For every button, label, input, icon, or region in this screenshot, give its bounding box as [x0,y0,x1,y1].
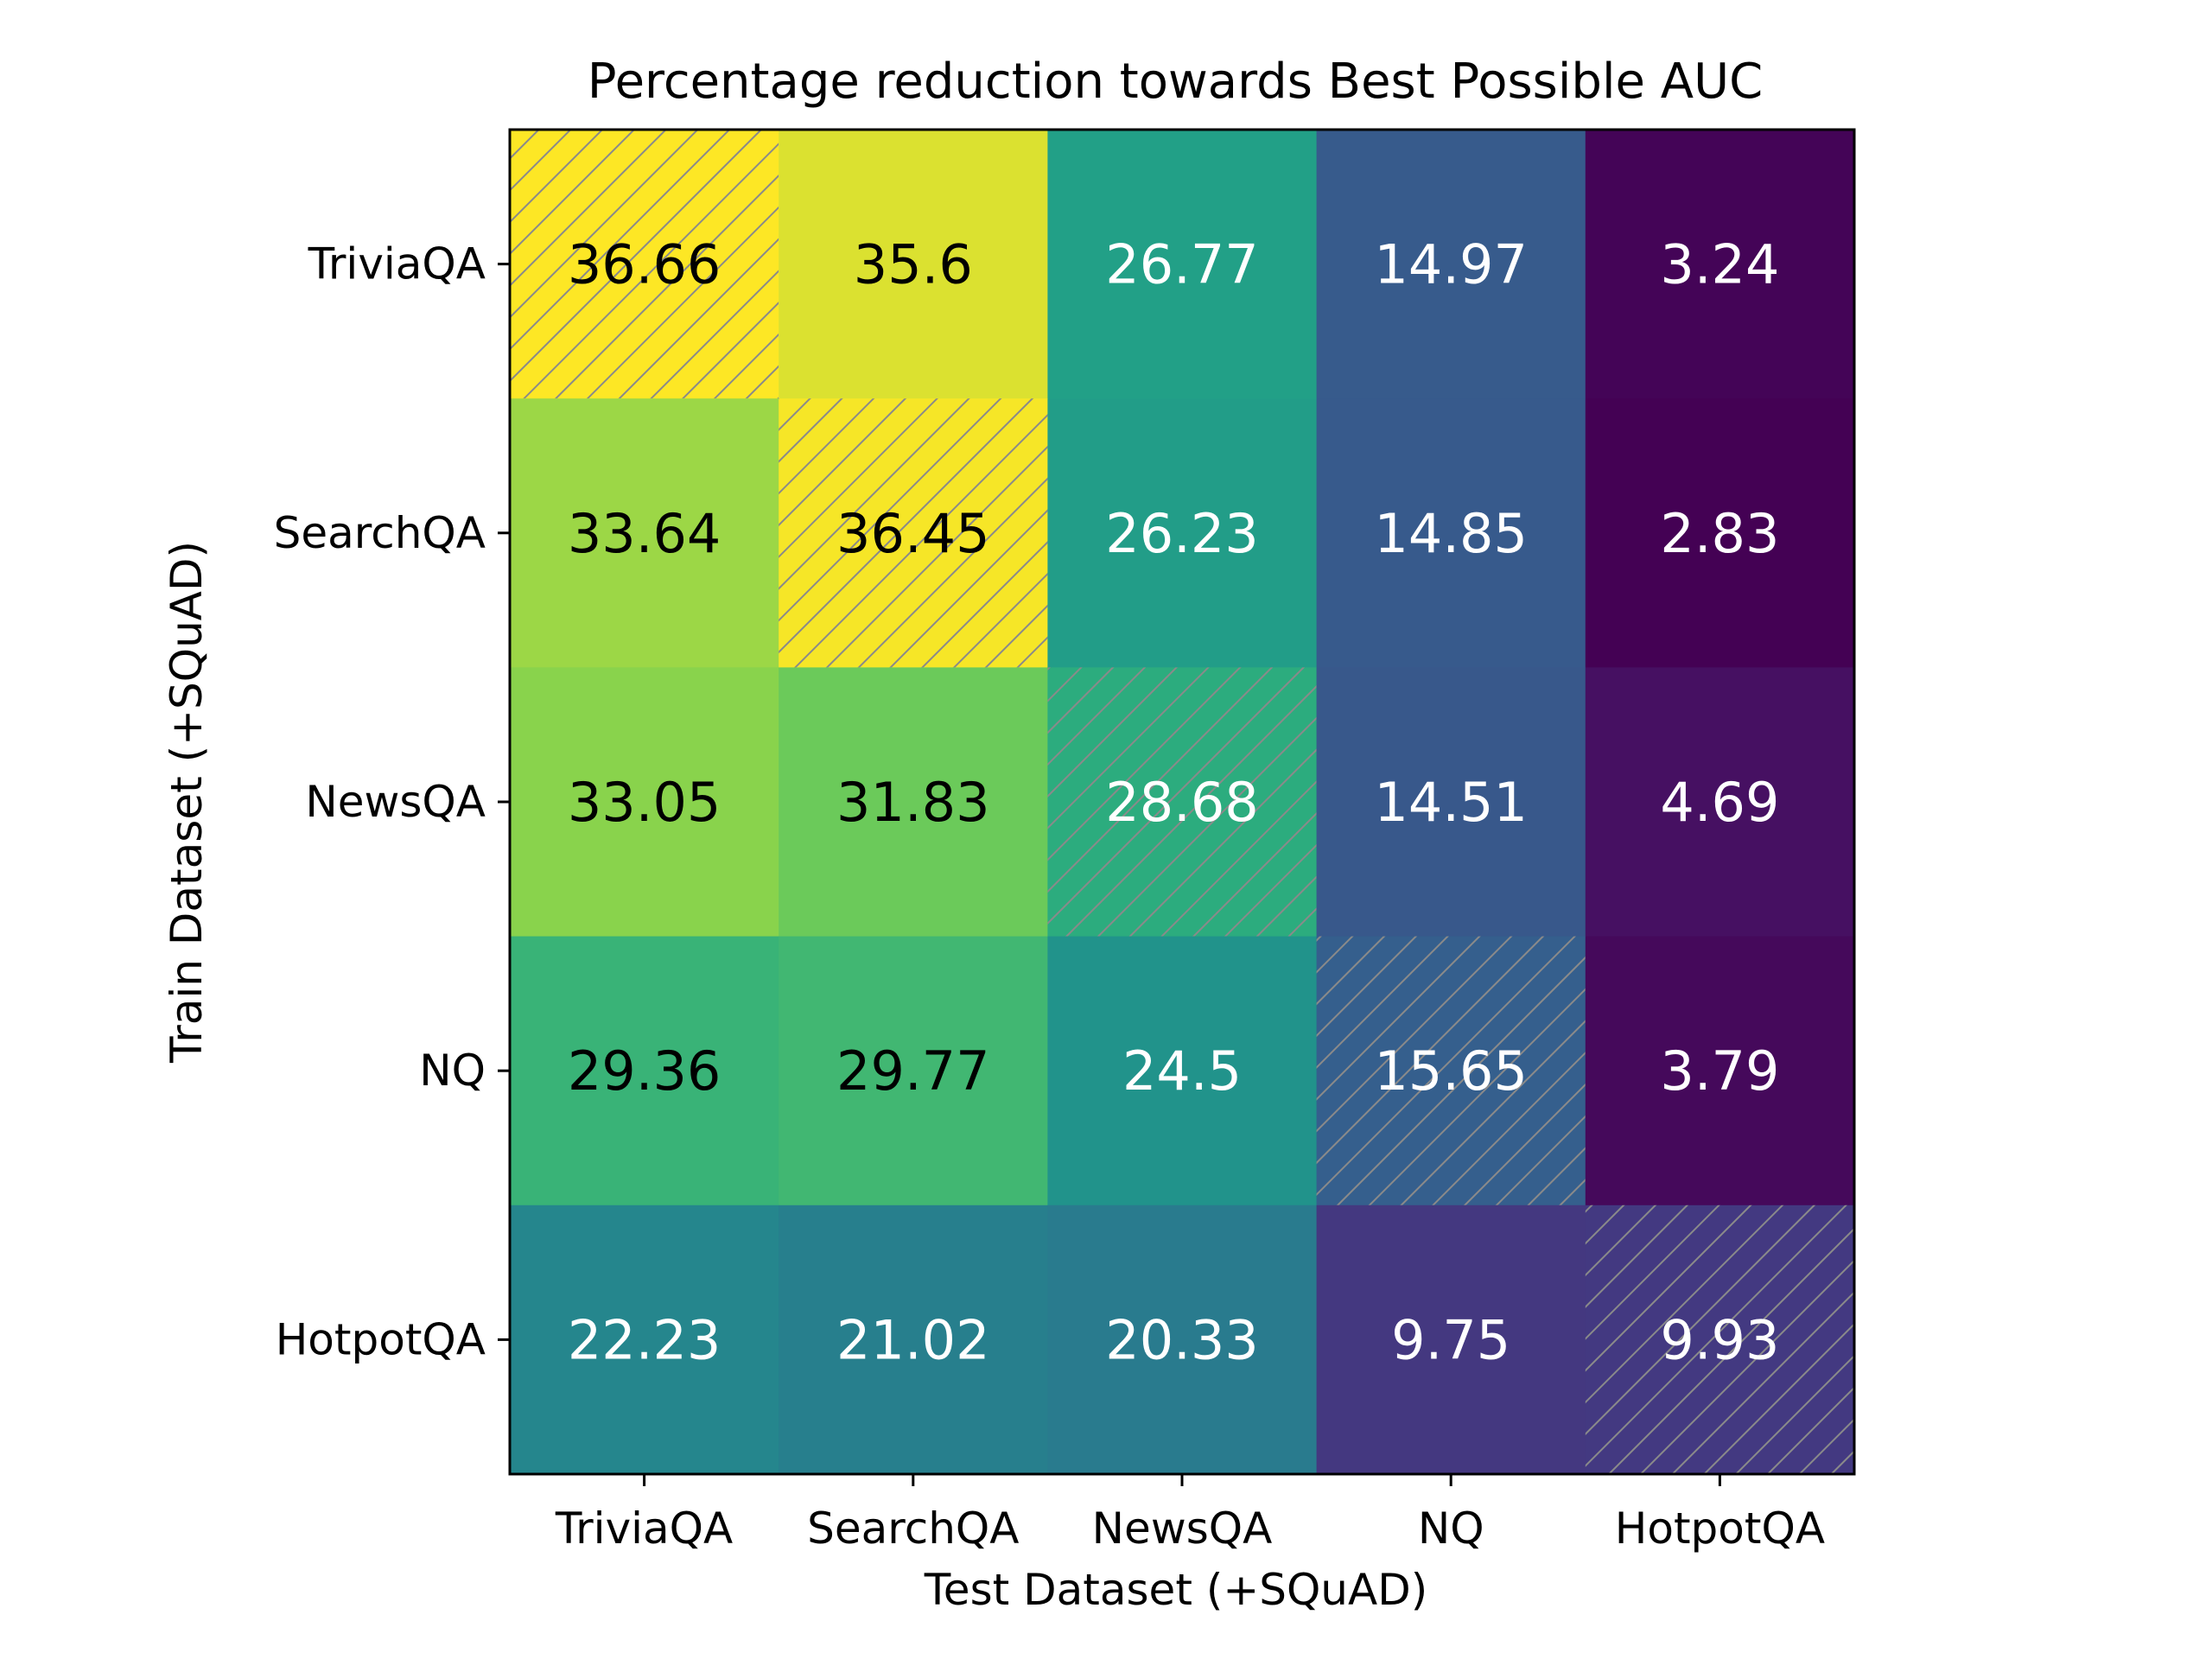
cell-value-label: 35.6 [854,233,973,296]
heatmap-cell [1316,667,1586,938]
cell-value-label: 26.77 [1105,233,1259,296]
cell-value-label: 24.5 [1122,1039,1242,1103]
y-tick-label: SearchQA [274,508,486,558]
plot-frame [508,128,1856,1476]
cell-value-label: 29.36 [568,1039,721,1103]
diagonal-hatch [779,398,1048,668]
cell-value-label: 14.51 [1374,771,1528,834]
x-tick-label: SearchQA [807,1503,1019,1554]
cell-value-label: 20.33 [1105,1308,1259,1371]
diagonal-hatch [1585,1205,1854,1474]
cell-value-label: 36.45 [836,502,990,565]
heatmap-cell [779,936,1048,1206]
y-tick-label: NQ [419,1046,486,1096]
cell-value-label: 14.85 [1374,502,1528,565]
cell-value-label: 22.23 [568,1308,721,1371]
cell-value-label: 3.24 [1660,233,1779,296]
x-tick-label: NewsQA [1092,1503,1273,1554]
y-tick-label: HotpotQA [276,1314,486,1364]
cell-value-label: 36.66 [568,233,721,296]
diagonal-hatch [510,130,779,399]
heatmap-cell [1047,398,1318,668]
heatmap-cell [779,1205,1048,1475]
heatmap-cell [1316,398,1586,668]
cell-value-label: 15.65 [1374,1039,1528,1103]
x-tick-label: TriviaQA [555,1503,733,1554]
y-tick-label: TriviaQA [308,239,486,289]
cell-value-label: 31.83 [836,771,990,834]
heatmap-cell [1585,667,1855,938]
y-axis-label: Train Dataset (+SQuAD) [162,541,212,1064]
heatmap-cell [779,667,1048,938]
x-tick-label: HotpotQA [1615,1503,1825,1554]
heatmap-cell [1585,398,1855,668]
heatmap-cell [1316,1205,1586,1475]
cell-value-label: 21.02 [836,1308,990,1371]
cell-value-label: 14.97 [1374,233,1528,296]
heatmap-cell [510,936,779,1206]
cell-value-label: 28.68 [1105,771,1259,834]
cell-value-label: 9.75 [1391,1308,1510,1371]
cell-value-label: 3.79 [1660,1039,1779,1103]
cell-value-label: 29.77 [836,1039,990,1103]
heatmap-cell [510,398,779,668]
cell-value-label: 33.05 [568,771,721,834]
heatmap-cell [510,1205,779,1475]
heatmap-cell [1585,936,1855,1206]
heatmap-cell [1585,130,1855,399]
cell-value-label: 4.69 [1660,771,1779,834]
cell-value-label: 26.23 [1105,502,1259,565]
cell-value-label: 9.93 [1660,1308,1779,1371]
heatmap-cell [1047,1205,1318,1475]
y-tick-label: NewsQA [305,777,486,827]
diagonal-hatch [1047,667,1317,937]
cell-value-label: 2.83 [1660,502,1779,565]
x-axis-label: Test Dataset (+SQuAD) [924,1565,1427,1615]
cell-value-label: 33.64 [568,502,721,565]
heatmap-cell [1047,130,1318,399]
heatmap-cell [1316,130,1586,399]
heatmap-cell [510,667,779,938]
heatmap-cell [1047,936,1318,1206]
x-tick-label: NQ [1418,1503,1484,1554]
chart-title: Percentage reduction towards Best Possib… [588,54,1763,110]
diagonal-hatch [1316,936,1586,1205]
heatmap-cell [779,130,1048,399]
